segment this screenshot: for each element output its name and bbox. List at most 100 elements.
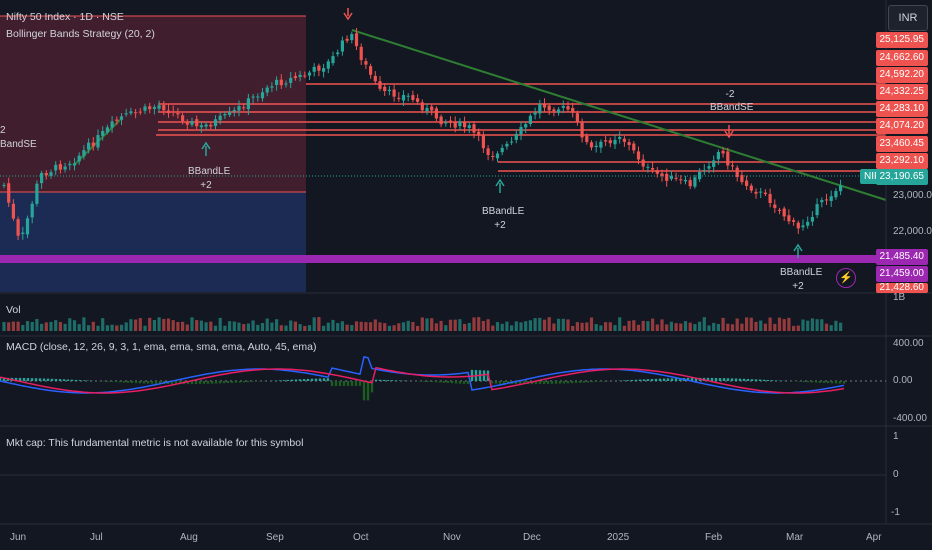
candle-body (209, 124, 213, 127)
candle-body (237, 106, 241, 111)
time-axis-label: Dec (523, 532, 541, 543)
candle-body (307, 72, 312, 76)
volume-bar (54, 320, 58, 331)
macd-histogram-bar (310, 378, 314, 381)
mktcap-axis-label: 1 (893, 431, 899, 442)
candle-body (561, 105, 565, 108)
volume-bar (242, 324, 246, 331)
candle-body (486, 148, 490, 155)
volume-bar (101, 318, 105, 331)
macd-histogram-bar (62, 379, 66, 381)
macd-histogram-bar (662, 378, 666, 381)
macd-histogram-bar (214, 381, 218, 384)
macd-histogram-bar (498, 381, 502, 384)
macd-histogram-bar (570, 381, 574, 384)
strategy-title[interactable]: Bollinger Bands Strategy (20, 2) (6, 28, 155, 40)
volume-bar (453, 319, 457, 331)
macd-histogram-bar (562, 381, 566, 384)
symbol-title[interactable]: Nifty 50 Index · 1D · NSE (6, 11, 124, 23)
volume-bar (829, 325, 833, 331)
candle-body (16, 219, 20, 236)
volume-bar (533, 318, 537, 331)
macd-histogram-bar (394, 380, 398, 381)
macd-histogram-bar (450, 381, 454, 384)
candle-body (223, 114, 227, 116)
macd-axis-label: 400.00 (893, 338, 924, 349)
volume-bar (425, 318, 429, 331)
candle-body (204, 124, 208, 127)
price-axis-label: 23,000.00 (893, 190, 932, 201)
candle-body (425, 107, 429, 112)
candle-body (162, 104, 166, 111)
volume-bar (350, 325, 354, 331)
candle-body (524, 124, 528, 128)
macd-histogram-bar (382, 379, 386, 381)
candle-body (594, 145, 598, 148)
candle-body (458, 121, 462, 127)
volume-bar (580, 322, 584, 331)
volume-bar (77, 324, 81, 331)
macd-histogram-bar (82, 380, 86, 381)
candle-body (72, 163, 77, 166)
volume-bar (514, 321, 518, 331)
volume-bar (557, 318, 561, 331)
candle-body (698, 171, 702, 180)
time-axis-label: Mar (786, 532, 804, 543)
macd-histogram-bar (430, 381, 434, 383)
candle-body (199, 125, 203, 128)
volume-bar (195, 320, 199, 331)
volume-bar (284, 325, 288, 331)
volume-bar (317, 317, 321, 331)
price-badge: 24,662.60 (875, 50, 928, 66)
macd-histogram-bar (210, 381, 214, 384)
candle-body (608, 140, 612, 144)
macd-histogram-bar (218, 381, 222, 384)
macd-histogram-bar (706, 377, 710, 381)
volume-bar (594, 324, 598, 331)
candle-body (477, 131, 481, 136)
candle-body (138, 111, 142, 113)
macd-histogram-bar (658, 378, 662, 381)
lightning-icon[interactable]: ⚡ (836, 268, 856, 288)
volume-bar (87, 325, 91, 331)
candle-body (340, 40, 344, 52)
candle-body (839, 185, 843, 192)
volume-bar (726, 323, 730, 331)
candle-body (773, 204, 777, 208)
macd-histogram-bar (666, 378, 670, 381)
current-price-badge: 23,190.65 (875, 169, 928, 185)
macd-histogram-bar (446, 381, 450, 383)
candle-body (787, 215, 791, 222)
candle-body (129, 111, 133, 114)
volume-bar (542, 319, 547, 331)
candle-body (651, 167, 655, 170)
volume-bar (11, 321, 15, 331)
macd-histogram-bar (438, 381, 442, 383)
currency-button[interactable]: INR (888, 5, 928, 31)
price-axis-label: 22,000.00 (893, 226, 932, 237)
macd-histogram-bar (422, 381, 426, 382)
macd-histogram-bar (234, 381, 238, 383)
mktcap-axis-label: 0 (893, 469, 899, 480)
volume-bar (218, 317, 222, 331)
macd-histogram-bar (54, 378, 58, 381)
candle-body (430, 106, 434, 111)
volume-bar (105, 325, 109, 331)
volume-bar (627, 320, 631, 331)
volume-bar (754, 321, 758, 331)
volume-bar (500, 323, 504, 331)
volume-bar (237, 322, 241, 331)
volume-bar (528, 320, 532, 331)
mktcap-axis-label: -1 (891, 507, 900, 518)
volume-label[interactable]: Vol (6, 304, 21, 316)
volume-bar (124, 322, 128, 331)
volume-bar (152, 320, 156, 331)
macd-title[interactable]: MACD (close, 12, 26, 9, 3, 1, ema, ema, … (6, 341, 317, 353)
bband-le-qty-3: +2 (792, 281, 804, 292)
macd-histogram-bar (66, 379, 70, 381)
candle-body (759, 191, 763, 193)
candle-body (401, 95, 406, 101)
volume-bar (641, 320, 645, 331)
candle-body (641, 159, 645, 167)
